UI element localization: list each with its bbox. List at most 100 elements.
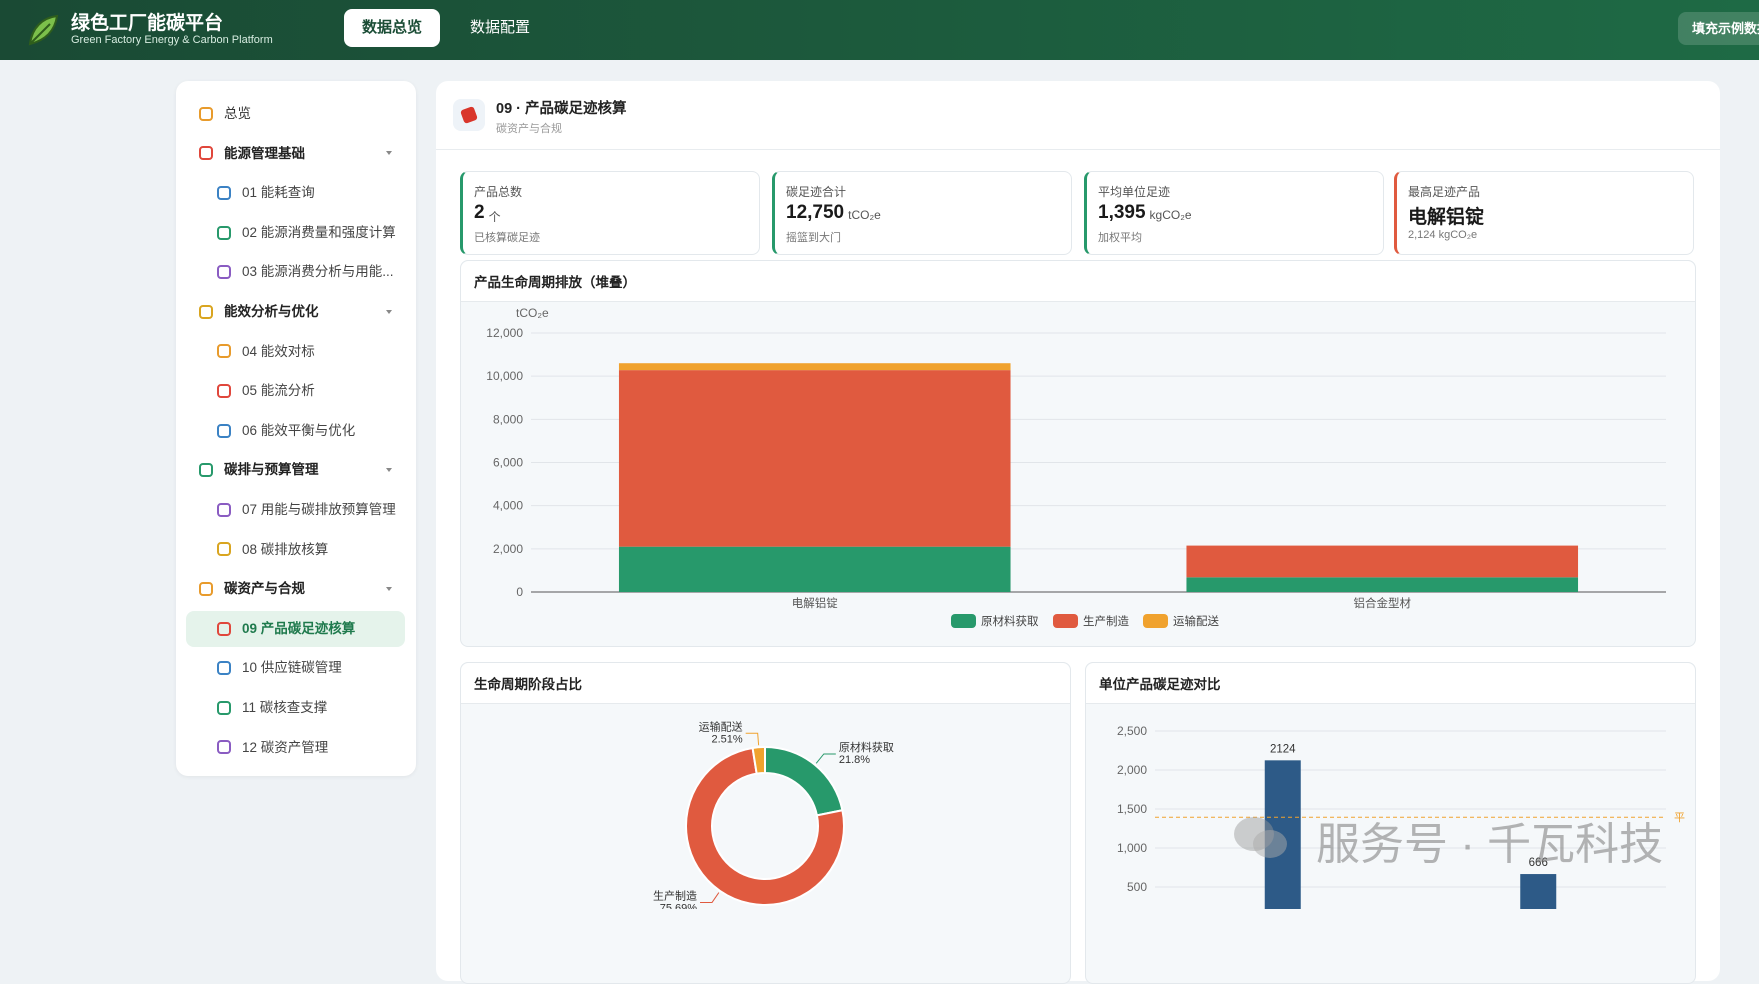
app-subtitle: Green Factory Energy & Carbon Platform	[71, 34, 273, 46]
nav-item[interactable]: 01 能耗查询	[242, 185, 315, 201]
nav-icon	[199, 582, 213, 596]
nav-icon	[217, 700, 231, 715]
nav-icon-shape	[199, 146, 213, 161]
kpi-label: 最高足迹产品	[1408, 185, 1481, 199]
kpi-unit: kgCO₂e	[1149, 208, 1192, 222]
nav-group[interactable]: 能源管理基础	[224, 145, 305, 161]
nav-icon-shape	[199, 463, 213, 478]
nav-icon-shape	[217, 265, 231, 280]
chart-title: 单位产品碳足迹对比	[1099, 677, 1221, 692]
nav-icon-shape	[217, 700, 231, 715]
kpi-label: 碳足迹合计	[786, 185, 847, 199]
nav-icon	[217, 225, 231, 240]
nav-item[interactable]: 10 供应链碳管理	[242, 660, 342, 676]
logo	[28, 14, 59, 46]
nav-group[interactable]: 能效分析与优化	[224, 304, 319, 319]
kpi-value: 2	[474, 202, 485, 223]
nav-icon-shape	[217, 384, 231, 398]
logo-vein	[29, 23, 51, 45]
nav-item[interactable]: 03 能源消费分析与用能...	[242, 264, 394, 280]
nav-icon	[199, 146, 213, 161]
chart-title-bar	[1086, 663, 1695, 704]
kpi-unit: tCO₂e	[848, 208, 881, 222]
nav-group[interactable]: 碳资产与合规	[224, 581, 305, 597]
nav-icon	[217, 423, 231, 438]
kpi-note: 已核算碳足迹	[474, 232, 540, 244]
nav-item[interactable]: 总览	[224, 106, 251, 121]
nav-active-bg	[186, 610, 405, 647]
nav-icon	[217, 661, 231, 676]
chart-title: 产品生命周期排放（堆叠）	[474, 275, 636, 290]
nav-icon-shape	[217, 186, 231, 200]
nav-icon	[217, 384, 231, 398]
nav-tab[interactable]: 数据总览	[344, 9, 441, 47]
nav-icon-shape	[199, 582, 213, 596]
kpi-card	[1084, 171, 1384, 255]
nav-item[interactable]: 09 产品碳足迹核算	[242, 620, 356, 636]
nav-item[interactable]: 11 碳核查支撑	[242, 700, 328, 715]
page-subtitle: 碳资产与合规	[496, 123, 562, 135]
nav-item[interactable]: 12 碳资产管理	[242, 739, 329, 755]
nav-icon	[217, 740, 231, 755]
nav-item[interactable]: 06 能效平衡与优化	[242, 422, 356, 438]
nav-icon	[199, 304, 213, 319]
kpi-value: 1,395	[1098, 202, 1146, 223]
kpi-note: 2,124 kgCO₂e	[1408, 229, 1478, 241]
nav-item[interactable]: 08 碳排放核算	[242, 541, 329, 557]
nav-icon	[217, 265, 231, 280]
nav-icon	[217, 542, 231, 557]
nav-icon-shape	[217, 225, 231, 240]
nav-icon	[217, 344, 231, 359]
nav-item[interactable]: 07 用能与碳排放预算管理	[242, 502, 396, 517]
app-title: 绿色工厂能碳平台	[71, 13, 224, 34]
kpi-unit: 个	[488, 210, 501, 224]
kpi-value: 电解铝锭	[1408, 207, 1485, 228]
nav-icon	[199, 106, 213, 121]
kpi-card	[460, 171, 760, 255]
nav-icon-shape	[217, 621, 231, 636]
chevron	[386, 309, 392, 314]
chevron	[386, 151, 392, 156]
kpi-label: 平均单位足迹	[1098, 185, 1171, 199]
chevron	[386, 468, 392, 473]
watermark-icon	[1234, 817, 1287, 858]
kpi-label: 产品总数	[474, 185, 523, 199]
chart-title-bar	[461, 261, 1695, 302]
chart-title-bar	[461, 663, 1070, 704]
nav-icon-shape	[217, 344, 231, 359]
chart-title: 生命周期阶段占比	[474, 677, 582, 692]
nav-icon	[199, 463, 213, 478]
action-button[interactable]: 填充示例数据	[1678, 12, 1759, 45]
kpi-card	[1394, 171, 1694, 255]
nav-item[interactable]: 05 能流分析	[242, 383, 315, 399]
chevron-shape	[386, 587, 392, 591]
nav-item[interactable]: 04 能效对标	[242, 343, 315, 359]
nav-icon	[217, 186, 231, 200]
top-bar	[0, 0, 1759, 60]
kpi-note: 加权平均	[1098, 232, 1142, 244]
page-title: 09 · 产品碳足迹核算	[496, 101, 627, 117]
nav-icon-shape	[217, 661, 231, 676]
nav-icon-shape	[217, 423, 231, 438]
main-header-divider	[436, 149, 1720, 150]
kpi-note: 摇篮到大门	[786, 232, 841, 244]
chart-card	[460, 662, 1071, 984]
nav-tab[interactable]: 数据配置	[470, 19, 531, 36]
nav-icon	[217, 502, 231, 517]
sidebar	[176, 81, 416, 776]
nav-icon-shape	[199, 304, 213, 319]
kpi-value: 12,750	[786, 202, 845, 223]
watermark: 服务号 · 千瓦科技	[1316, 820, 1664, 869]
chart-card	[460, 260, 1696, 647]
nav-icon-shape	[217, 502, 231, 517]
nav-item[interactable]: 02 能源消费量和强度计算	[242, 224, 396, 240]
chevron-shape	[386, 309, 392, 314]
nav-icon	[217, 621, 231, 636]
chevron-shape	[386, 151, 392, 156]
nav-icon-shape	[217, 740, 231, 755]
kpi-card	[772, 171, 1072, 255]
nav-icon-shape	[217, 542, 231, 557]
chevron	[386, 587, 392, 591]
nav-group[interactable]: 碳排与预算管理	[224, 462, 319, 478]
